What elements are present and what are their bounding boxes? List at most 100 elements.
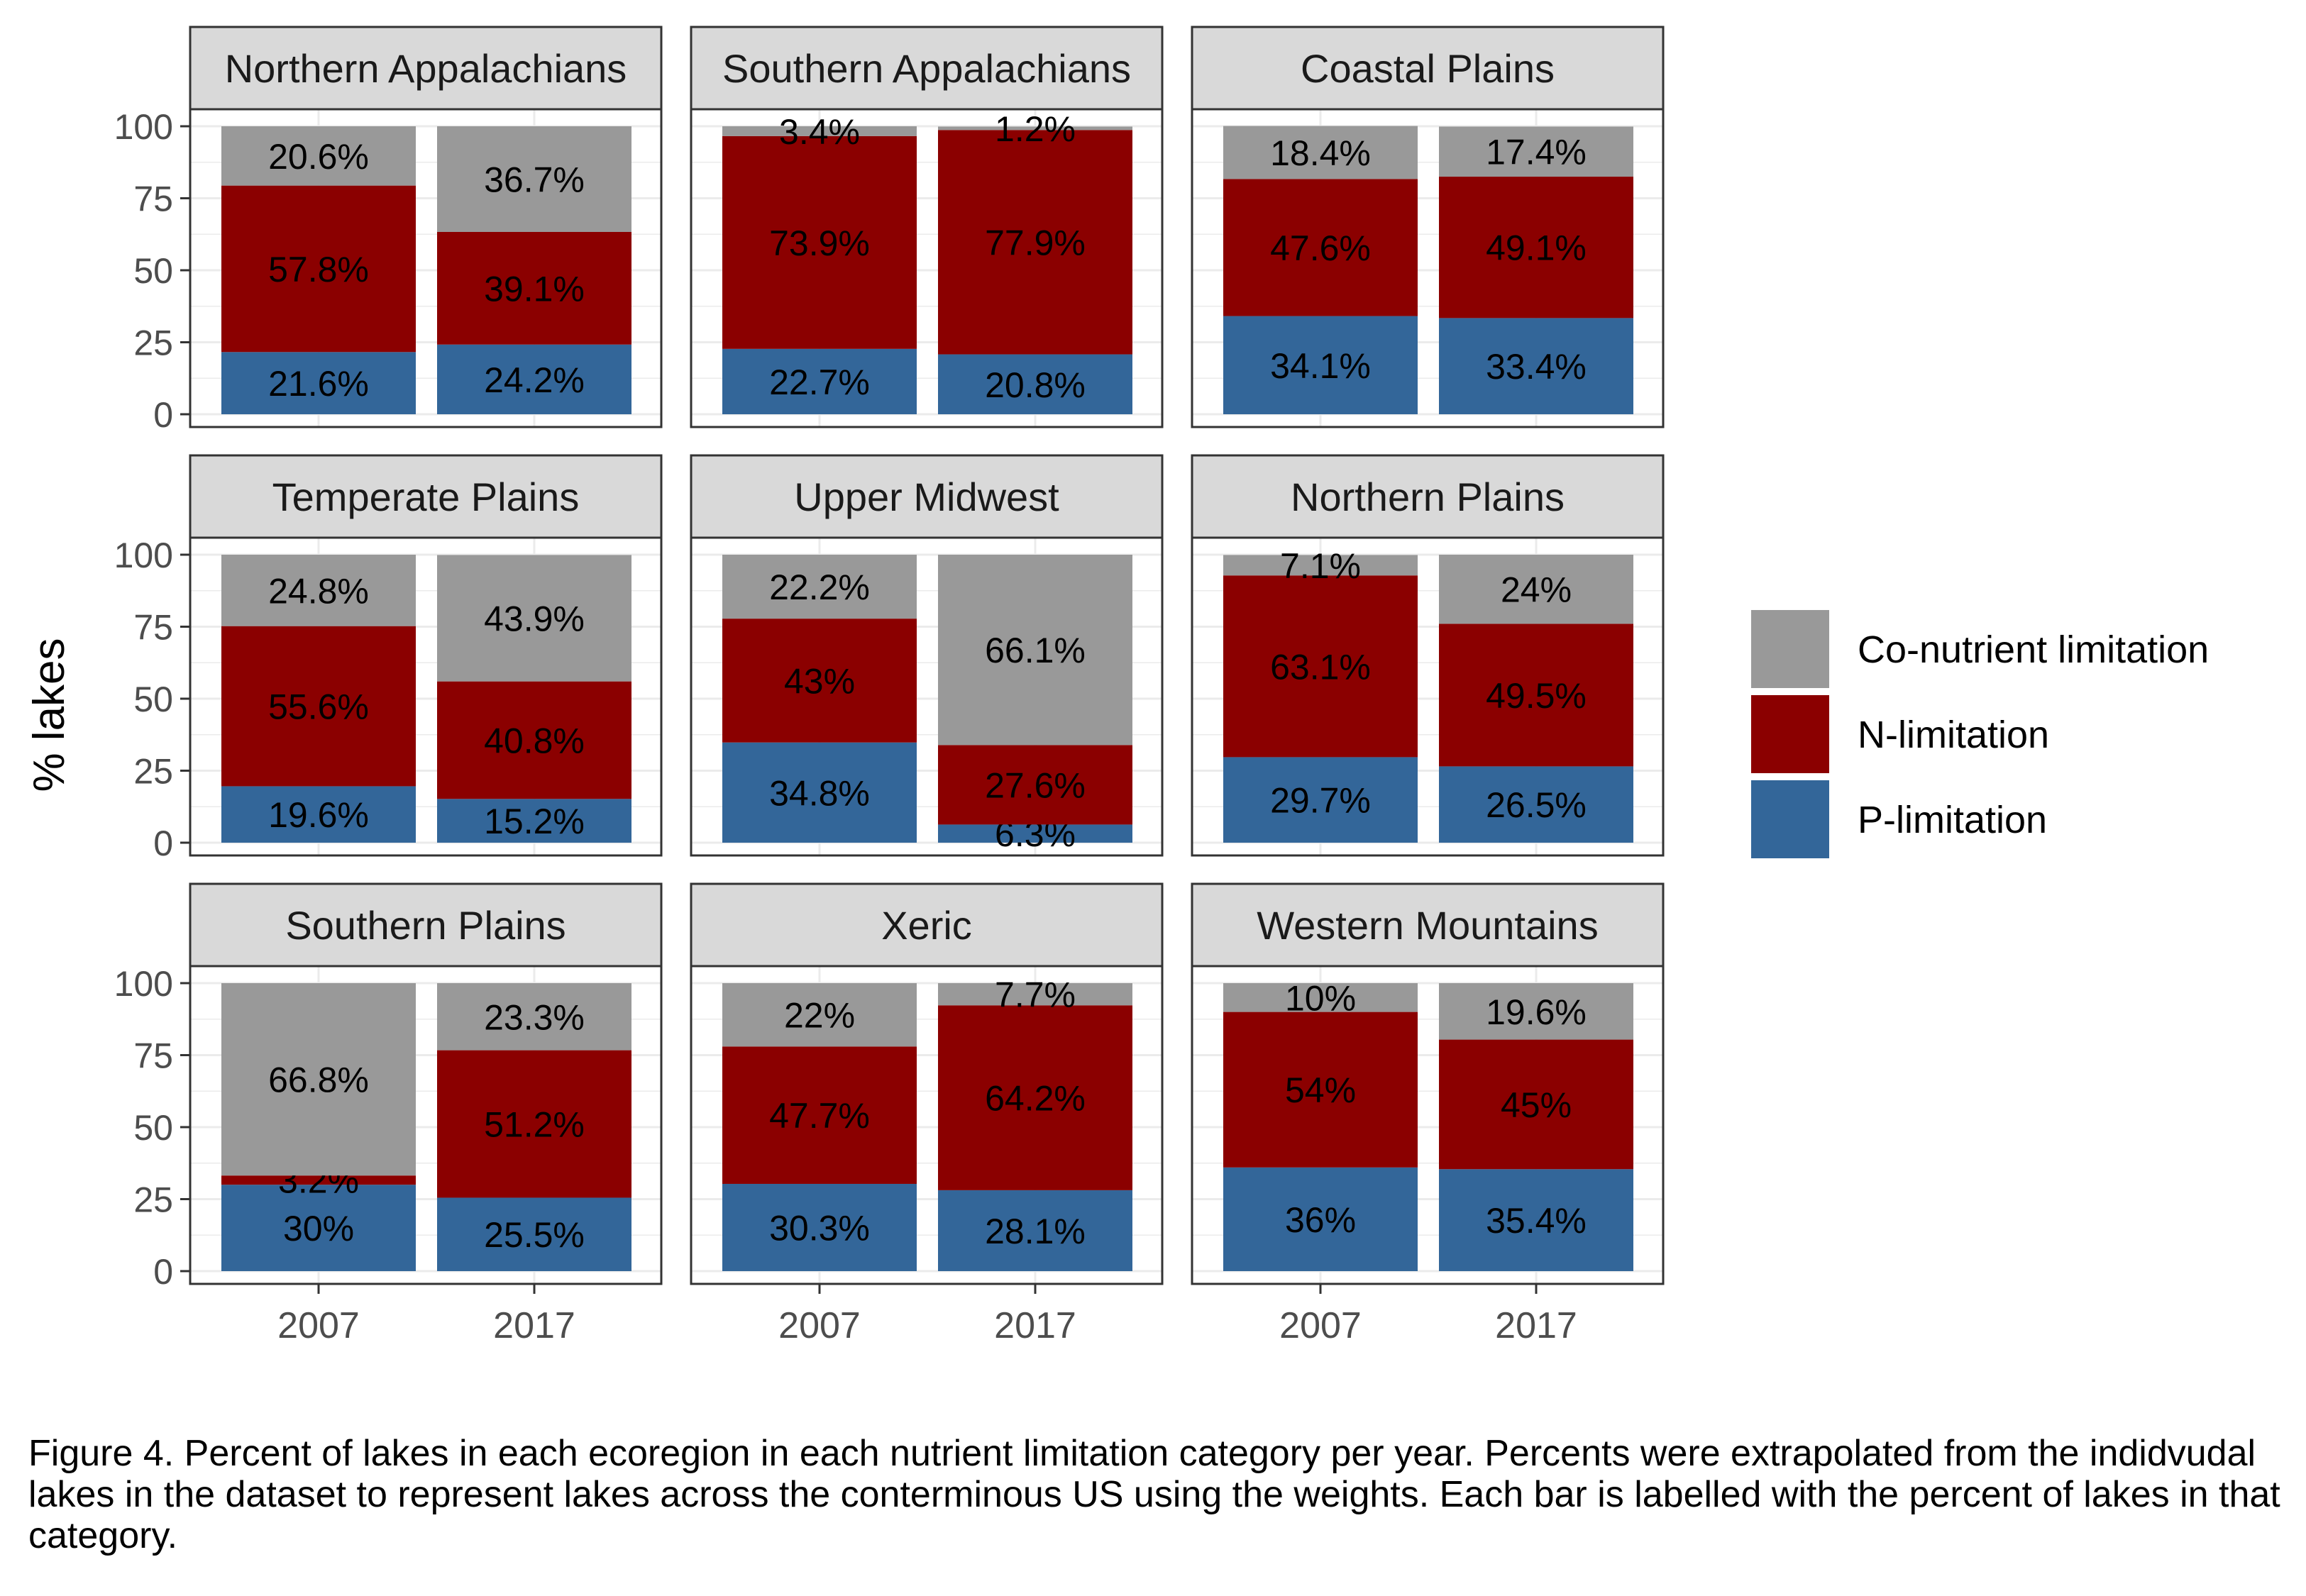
panel-title: Southern Appalachians	[722, 46, 1131, 91]
data-label-n-2007: 43%	[784, 661, 855, 701]
panel-border	[189, 965, 663, 1285]
data-label-p-2007: 36%	[1285, 1200, 1356, 1240]
x-tick-label-2007: 2007	[1279, 1305, 1362, 1346]
bar-segment-n-2017	[1439, 1039, 1633, 1170]
x-tick-label-2017: 2017	[493, 1305, 575, 1346]
data-label-p-2017: 28.1%	[985, 1212, 1086, 1251]
panel-strip	[1191, 26, 1665, 111]
bar-segment-n-2017	[1439, 624, 1633, 767]
bar-segment-co-2017	[1439, 983, 1633, 1040]
data-label-co-2017: 43.9%	[484, 599, 585, 639]
y-tick-label: 50	[133, 680, 173, 719]
data-label-n-2007: 47.6%	[1270, 228, 1371, 268]
data-label-p-2017: 15.2%	[484, 802, 585, 841]
bar-segment-co-2007	[722, 126, 917, 136]
panel-border	[690, 536, 1164, 857]
data-label-co-2017: 23.3%	[484, 997, 585, 1037]
bar-segment-co-2017	[437, 555, 631, 682]
bar-segment-n-2007	[221, 185, 416, 353]
bar-segment-p-2017	[437, 1197, 631, 1271]
data-label-n-2017: 27.6%	[985, 765, 1086, 805]
bar-segment-n-2007	[722, 135, 917, 349]
y-tick-label: 100	[114, 107, 173, 147]
data-label-co-2017: 66.1%	[985, 631, 1086, 670]
data-label-p-2007: 22.7%	[769, 362, 870, 402]
data-label-n-2017: 40.8%	[484, 721, 585, 760]
bar-segment-n-2007	[722, 1046, 917, 1184]
data-label-co-2017: 19.6%	[1486, 992, 1587, 1032]
panel-title: Northern Plains	[1291, 475, 1565, 519]
x-tick-label-2007: 2007	[778, 1305, 861, 1346]
panel-title: Coastal Plains	[1301, 46, 1555, 91]
data-label-n-2017: 49.5%	[1486, 676, 1587, 716]
panel-border	[189, 536, 663, 857]
data-label-p-2007: 30.3%	[769, 1208, 870, 1248]
bar-segment-p-2007	[722, 348, 917, 414]
data-label-n-2017: 39.1%	[484, 269, 585, 309]
panel-southern-plains: Southern Plains30%3.2%66.8%25.5%51.2%23.…	[114, 882, 663, 1346]
panel-strip	[189, 882, 663, 968]
bar-segment-p-2017	[1439, 766, 1633, 843]
bar-segment-n-2017	[938, 745, 1132, 825]
panel-western-mountains: Western Mountains 36% 54% 10% 35.4% 45% 19.6% 2…	[1191, 882, 1665, 1346]
bar-segment-n-2017	[938, 1005, 1132, 1190]
bar-segment-co-2017	[1439, 555, 1633, 624]
data-label-p-2007: 30%	[283, 1209, 354, 1248]
y-tick-label: 0	[153, 395, 173, 435]
data-label-n-2017: 51.2%	[484, 1105, 585, 1145]
bar-segment-p-2017	[1439, 1169, 1633, 1271]
data-label-p-2007: 21.6%	[268, 364, 369, 404]
data-label-p-2007: 34.1%	[1270, 346, 1371, 386]
panel-temperate-plains: Temperate Plains 19.6% 55.6% 24.8% 15.2% 40.8…	[114, 454, 663, 863]
data-label-p-2017: 24.2%	[484, 360, 585, 400]
y-tick-label: 50	[133, 1108, 173, 1148]
bar-segment-p-2007	[1223, 757, 1418, 843]
bar-segment-co-2017	[437, 126, 631, 233]
data-label-p-2017: 20.8%	[985, 365, 1086, 405]
data-label-co-2017: 36.7%	[484, 160, 585, 200]
data-label-co-2017: 7.7%	[995, 975, 1076, 1015]
bar-segment-p-2007	[1223, 1167, 1418, 1271]
legend-label-n-limitation: N-limitation	[1858, 714, 2049, 756]
bar-segment-n-2007	[1223, 575, 1418, 758]
bar-segment-co-2017	[1439, 126, 1633, 177]
bar-segment-p-2007	[221, 786, 416, 843]
y-tick-label: 75	[133, 179, 173, 219]
bar-segment-n-2007	[722, 619, 917, 743]
y-tick-label: 0	[153, 1252, 173, 1292]
data-label-n-2007: 73.9%	[769, 223, 870, 263]
panel-title: Temperate Plains	[272, 475, 580, 519]
data-label-p-2017: 25.5%	[484, 1215, 585, 1255]
data-label-n-2007: 54%	[1285, 1070, 1356, 1110]
data-label-co-2007: 22.2%	[769, 567, 870, 607]
figure-caption: Figure 4. Percent of lakes in each ecore…	[28, 1433, 2280, 1556]
panel-xeric: Xeric 30.3% 47.7% 22% 28.1% 64.2% 7.7% 2007 2017	[690, 882, 1164, 1346]
bar-segment-p-2007	[221, 352, 416, 414]
bar-segment-n-2007	[221, 626, 416, 787]
panel-border	[1191, 108, 1665, 428]
x-tick-label-2017: 2017	[1495, 1305, 1577, 1346]
data-label-p-2017: 35.4%	[1486, 1201, 1587, 1241]
data-label-co-2007: 24.8%	[268, 571, 369, 611]
legend: Co-nutrient limitation N-limitation P-limi…	[1751, 610, 2209, 858]
bar-segment-co-2007	[1223, 555, 1418, 576]
bar-segment-n-2007	[1223, 1012, 1418, 1168]
legend-label-p-limitation: P-limitation	[1858, 799, 2047, 841]
x-tick-label-2017: 2017	[994, 1305, 1076, 1346]
data-label-n-2017: 45%	[1501, 1085, 1572, 1125]
bar-segment-n-2017	[938, 130, 1132, 355]
bar-segment-p-2017	[437, 799, 631, 843]
bar-segment-co-2017	[938, 555, 1132, 746]
panel-border	[1191, 536, 1665, 857]
data-label-p-2017: 33.4%	[1486, 347, 1587, 387]
legend-key-p-limitation	[1751, 780, 1829, 858]
bar-segment-co-2007	[1223, 983, 1418, 1012]
y-tick-label: 25	[133, 323, 173, 363]
panel-title: Southern Plains	[285, 903, 566, 948]
panel-strip	[189, 26, 663, 111]
bar-segment-co-2007	[221, 983, 416, 1176]
bar-segment-n-2007	[221, 1175, 416, 1185]
data-label-n-2017: 77.9%	[985, 223, 1086, 262]
panel-strip	[1191, 454, 1665, 539]
bar-segment-n-2017	[1439, 177, 1633, 318]
